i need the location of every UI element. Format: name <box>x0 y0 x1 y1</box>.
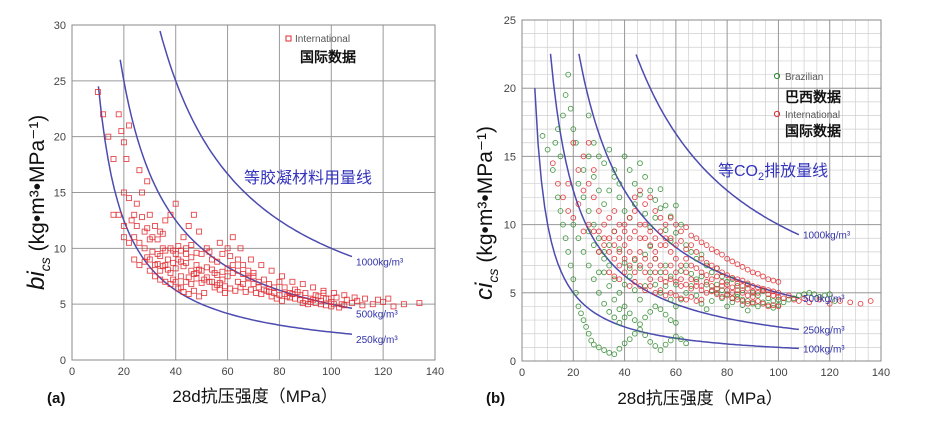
legend-label-brazilian-b: Brazilian <box>785 72 823 83</box>
x-tick-label: 60 <box>221 366 233 378</box>
legend-sub-international-b: 国际数据 <box>785 123 841 139</box>
x-tick-label: 100 <box>322 366 340 378</box>
y-tick-label: 15 <box>54 188 66 200</box>
y-tick-label: 20 <box>54 132 66 144</box>
panel-label-a: (a) <box>47 390 65 407</box>
x-tick-label: 0 <box>69 366 75 378</box>
x-tick-label: 20 <box>118 366 130 378</box>
y-tick-label: 15 <box>504 151 516 163</box>
x-tick-label: 100 <box>769 367 787 379</box>
annotation-b: 等CO2排放量线 <box>718 162 828 183</box>
legend-label-international-a: International <box>295 34 350 45</box>
x-tick-label: 40 <box>170 366 182 378</box>
x-tick-label: 20 <box>567 367 579 379</box>
y-tick-label: 0 <box>60 355 66 367</box>
x-axis-label-a: 28d抗压强度（MPa） <box>172 387 337 406</box>
y-tick-label: 0 <box>510 356 516 368</box>
figure: 0 20 40 60 80 100 120 140 051015202530 1000kg/m… <box>0 0 933 425</box>
y-tick-label: 5 <box>510 288 516 300</box>
x-tick-label: 120 <box>821 367 839 379</box>
x-tick-label: 140 <box>426 366 444 378</box>
x-tick-label: 120 <box>374 366 392 378</box>
annotation-a: 等胶凝材料用量线 <box>244 169 372 187</box>
y-ticks-b: 0 5 10 15 20 25 <box>504 15 516 368</box>
x-ticks-a: 0 20 40 60 80 100 120 140 <box>69 366 444 378</box>
x-tick-label: 80 <box>721 367 733 379</box>
legend-label-international-b: International <box>785 110 840 121</box>
curve-label: 1000kg/m³ <box>803 231 851 242</box>
curve-label: 500kg/m³ <box>356 309 398 320</box>
curve-label: 250kg/m³ <box>356 335 398 346</box>
legend-sub-international-a: 国际数据 <box>300 49 356 65</box>
x-ticks-b: 0 20 40 60 80 100 120 140 <box>519 367 890 379</box>
y-tick-label: 10 <box>504 220 516 232</box>
x-tick-label: 0 <box>519 367 525 379</box>
curve-label: 100kg/m³ <box>803 344 845 355</box>
y-tick-label: 30 <box>54 20 66 32</box>
curve-label: 500kg/m³ <box>803 294 845 305</box>
y-tick-label: 25 <box>54 76 66 88</box>
y-tick-label: 25 <box>504 15 516 27</box>
chart-panel-a: 0 20 40 60 80 100 120 140 0 5 10 15 20 25 30 1000kg/m… <box>23 20 444 407</box>
x-tick-label: 60 <box>670 367 682 379</box>
curve-label: 1000kg/m³ <box>356 258 404 269</box>
y-ticks-a: 0 5 10 15 20 25 30 <box>54 20 66 367</box>
y-tick-label: 5 <box>60 299 66 311</box>
y-tick-label: 20 <box>504 83 516 95</box>
curve-label: 250kg/m³ <box>803 325 845 336</box>
y-tick-label: 10 <box>54 243 66 255</box>
chart-panel-b: 0 20 40 60 80 100 120 140 0 5 10 15 20 25 1000kg/m³ 5… <box>471 15 890 408</box>
x-tick-label: 80 <box>273 366 285 378</box>
x-axis-label-b: 28d抗压强度（MPa） <box>617 389 782 408</box>
x-tick-label: 140 <box>872 367 890 379</box>
y-axis-label-b: cics(kg•m³•MPa⁻¹) <box>471 126 501 300</box>
panel-label-b: (b) <box>486 390 505 407</box>
y-axis-label-a: bics(kg•m³•MPa⁻¹) <box>23 115 53 290</box>
x-tick-label: 40 <box>618 367 630 379</box>
legend-sub-brazilian-b: 巴西数据 <box>785 89 841 105</box>
